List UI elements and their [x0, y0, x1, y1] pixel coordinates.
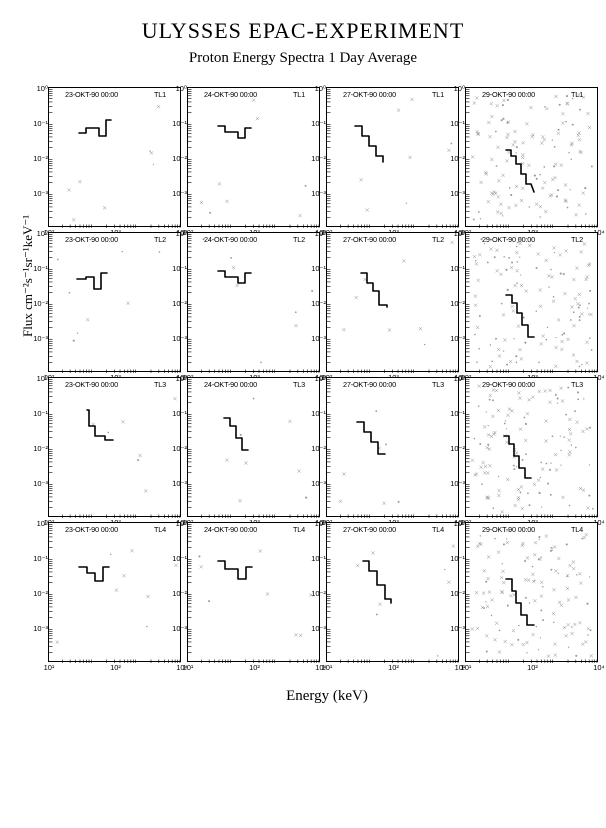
y-tick-label: 10⁻³	[450, 479, 465, 488]
y-tick-label: 10⁰	[450, 519, 465, 528]
y-tick-label: 10⁰	[450, 84, 465, 93]
y-tick-label: 10⁰	[33, 374, 48, 383]
spectrum-panel-tl4-3-2: 27-OKT-90 00:00 TL4 10⁰ 10⁻¹ 10⁻² 10⁻³ 10¹ 10² 1…	[326, 522, 459, 662]
y-tick-label: 10⁰	[172, 229, 187, 238]
spectrum-panel-tl1-0-3: 29-OKT-90 00:00TL110⁰10⁻¹10⁻²10⁻³10²10³1…	[465, 87, 598, 227]
y-tick-label: 10⁻³	[33, 334, 48, 343]
y-tick-label: 10⁰	[172, 84, 187, 93]
y-tick-label: 10⁻³	[450, 189, 465, 198]
spectrum-panel-tl3-2-1: 24-OKT-90 00:00TL310⁰10⁻¹10⁻²10⁻³10²10³1…	[187, 377, 320, 517]
y-tick-label: 10⁻³	[311, 479, 326, 488]
spectrum-panel-tl2-1-2: 27-OKT-90 00:00TL210⁰10⁻¹10⁻²10⁻³10²10³1…	[326, 232, 459, 372]
x-tick-label: 10¹	[183, 663, 194, 672]
spectrum-panel-tl2-1-1: 24-OKT-90 00:00TL210⁰10⁻¹10⁻²10⁻³10²10³1…	[187, 232, 320, 372]
y-tick-label: 10⁰	[33, 84, 48, 93]
y-tick-label: 10⁻¹	[172, 409, 187, 418]
y-tick-label: 10⁰	[311, 519, 326, 528]
y-tick-label: 10⁰	[33, 519, 48, 528]
y-tick-label: 10⁻¹	[172, 119, 187, 128]
spectrum-panel-tl4-3-3: 29-OKT-90 00:00 TL4 10⁰ 10⁻¹ 10⁻² 10⁻³ 10¹ 10² 1…	[465, 522, 598, 662]
y-tick-label: 10⁻¹	[33, 409, 48, 418]
y-tick-label: 10⁻³	[33, 189, 48, 198]
y-tick-label: 10⁻¹	[450, 554, 465, 563]
y-tick-label: 10⁻²	[311, 589, 326, 598]
x-tick-label: 10²	[110, 663, 121, 672]
y-tick-label: 10⁻²	[33, 589, 48, 598]
spectrum-panel-tl3-2-0: 23-OKT-90 00:00TL310⁰10⁻¹10⁻²10⁻³10²10³1…	[48, 377, 181, 517]
y-tick-label: 10⁻²	[33, 154, 48, 163]
y-tick-label: 10⁻¹	[33, 119, 48, 128]
y-tick-label: 10⁰	[311, 229, 326, 238]
y-tick-label: 10⁻¹	[33, 554, 48, 563]
spectrum-panel-tl1-0-2: 27-OKT-90 00:00TL110⁰10⁻¹10⁻²10⁻³10²10³1…	[326, 87, 459, 227]
y-tick-label: 10⁰	[172, 374, 187, 383]
x-tick-label: 10¹	[461, 663, 472, 672]
spectrum-panel-tl4-3-1: 24-OKT-90 00:00 TL4 10⁰ 10⁻¹ 10⁻² 10⁻³ 10¹ 10² 1…	[187, 522, 320, 662]
y-tick-label: 10⁻¹	[172, 264, 187, 273]
y-tick-label: 10⁻²	[172, 444, 187, 453]
y-tick-label: 10⁻²	[33, 299, 48, 308]
y-tick-label: 10⁻¹	[172, 554, 187, 563]
spectrum-panel-tl1-0-1: 24-OKT-90 00:00TL110⁰10⁻¹10⁻²10⁻³10²10³1…	[187, 87, 320, 227]
y-tick-label: 10⁻³	[450, 624, 465, 633]
x-tick-label: 10²	[527, 663, 538, 672]
page-title: ULYSSES EPAC-EXPERIMENT	[0, 18, 606, 44]
y-tick-label: 10⁻²	[450, 589, 465, 598]
y-tick-label: 10⁰	[33, 229, 48, 238]
y-tick-label: 10⁻³	[172, 479, 187, 488]
y-tick-label: 10⁻²	[311, 299, 326, 308]
y-tick-label: 10⁻¹	[311, 264, 326, 273]
y-tick-label: 10⁻²	[33, 444, 48, 453]
y-tick-label: 10⁻²	[172, 299, 187, 308]
y-tick-label: 10⁻²	[311, 444, 326, 453]
x-tick-label: 10⁴	[593, 663, 605, 672]
y-tick-label: 10⁻³	[311, 334, 326, 343]
y-tick-label: 10⁻³	[311, 624, 326, 633]
x-tick-label: 10²	[388, 663, 399, 672]
y-tick-label: 10⁰	[172, 519, 187, 528]
panel-grid: 23-OKT-90 00:00TL110⁰10⁻¹10⁻²10⁻³10²10³1…	[48, 87, 606, 662]
y-tick-label: 10⁻¹	[450, 264, 465, 273]
y-tick-label: 10⁻¹	[311, 119, 326, 128]
y-tick-label: 10⁻³	[33, 479, 48, 488]
y-tick-label: 10⁻³	[172, 189, 187, 198]
y-tick-label: 10⁰	[450, 374, 465, 383]
y-tick-label: 10⁻²	[450, 299, 465, 308]
y-tick-label: 10⁰	[311, 84, 326, 93]
y-tick-label: 10⁻³	[172, 334, 187, 343]
spectrum-panel-tl2-1-0: 23-OKT-90 00:00TL210⁰10⁻¹10⁻²10⁻³10²10³1…	[48, 232, 181, 372]
y-tick-label: 10⁻²	[311, 154, 326, 163]
y-tick-label: 10⁰	[311, 374, 326, 383]
y-tick-label: 10⁻³	[172, 624, 187, 633]
x-tick-label: 10¹	[44, 663, 55, 672]
x-tick-label: 10¹	[322, 663, 333, 672]
y-tick-label: 10⁻¹	[311, 554, 326, 563]
chart-grid-wrapper: Flux cm⁻²s⁻¹sr⁻¹keV⁻¹ 23-OKT-90 00:00 TL1…	[48, 87, 606, 705]
spectrum-panel-tl3-2-3: 29-OKT-90 00:00TL310⁰10⁻¹10⁻²10⁻³10²10³1…	[465, 377, 598, 517]
spectrum-panel-tl1-0-0: 23-OKT-90 00:00TL110⁰10⁻¹10⁻²10⁻³10²10³1…	[48, 87, 181, 227]
spectrum-panel-tl4-3-0: 23-OKT-90 00:00 TL4 10⁰ 10⁻¹ 10⁻² 10⁻³ 10¹ 10² 1…	[48, 522, 181, 662]
y-tick-label: 10⁻²	[450, 444, 465, 453]
y-tick-label: 10⁻²	[450, 154, 465, 163]
y-tick-label: 10⁻¹	[33, 264, 48, 273]
y-tick-label: 10⁻²	[172, 154, 187, 163]
x-tick-label: 10²	[249, 663, 260, 672]
y-tick-label: 10⁻¹	[450, 119, 465, 128]
x-axis-label: Energy (keV)	[48, 688, 606, 705]
y-tick-label: 10⁻³	[450, 334, 465, 343]
y-tick-label: 10⁻¹	[450, 409, 465, 418]
y-tick-label: 10⁻³	[33, 624, 48, 633]
y-tick-label: 10⁻²	[172, 589, 187, 598]
y-tick-label: 10⁻³	[311, 189, 326, 198]
spectrum-panel-tl2-1-3: 29-OKT-90 00:00TL210⁰10⁻¹10⁻²10⁻³10²10³1…	[465, 232, 598, 372]
y-tick-label: 10⁰	[450, 229, 465, 238]
y-tick-label: 10⁻¹	[311, 409, 326, 418]
page-subtitle: Proton Energy Spectra 1 Day Average	[0, 50, 606, 67]
spectrum-panel-tl3-2-2: 27-OKT-90 00:00TL310⁰10⁻¹10⁻²10⁻³10²10³1…	[326, 377, 459, 517]
